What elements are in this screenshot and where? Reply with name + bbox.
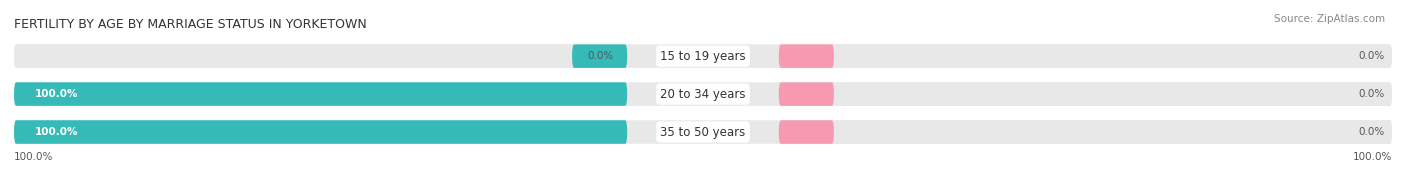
FancyBboxPatch shape [779,120,834,144]
FancyBboxPatch shape [14,82,627,106]
Text: FERTILITY BY AGE BY MARRIAGE STATUS IN YORKETOWN: FERTILITY BY AGE BY MARRIAGE STATUS IN Y… [14,18,367,31]
Text: 100.0%: 100.0% [1353,152,1392,162]
FancyBboxPatch shape [779,82,834,106]
FancyBboxPatch shape [14,120,1392,144]
Text: 0.0%: 0.0% [1358,127,1385,137]
FancyBboxPatch shape [779,120,1392,144]
FancyBboxPatch shape [14,44,1392,68]
Text: 0.0%: 0.0% [1358,51,1385,61]
FancyBboxPatch shape [572,44,627,68]
Text: 35 to 50 years: 35 to 50 years [661,125,745,139]
Text: 0.0%: 0.0% [1358,89,1385,99]
FancyBboxPatch shape [779,44,1392,68]
FancyBboxPatch shape [14,82,1392,106]
FancyBboxPatch shape [779,44,834,68]
Text: 20 to 34 years: 20 to 34 years [661,88,745,101]
Text: Source: ZipAtlas.com: Source: ZipAtlas.com [1274,14,1385,24]
Text: 0.0%: 0.0% [588,51,613,61]
FancyBboxPatch shape [14,44,627,68]
Text: 100.0%: 100.0% [14,152,53,162]
Text: 100.0%: 100.0% [35,89,79,99]
FancyBboxPatch shape [779,82,1392,106]
FancyBboxPatch shape [14,120,627,144]
Text: 100.0%: 100.0% [35,127,79,137]
Text: 15 to 19 years: 15 to 19 years [661,50,745,63]
FancyBboxPatch shape [14,120,627,144]
FancyBboxPatch shape [14,82,627,106]
